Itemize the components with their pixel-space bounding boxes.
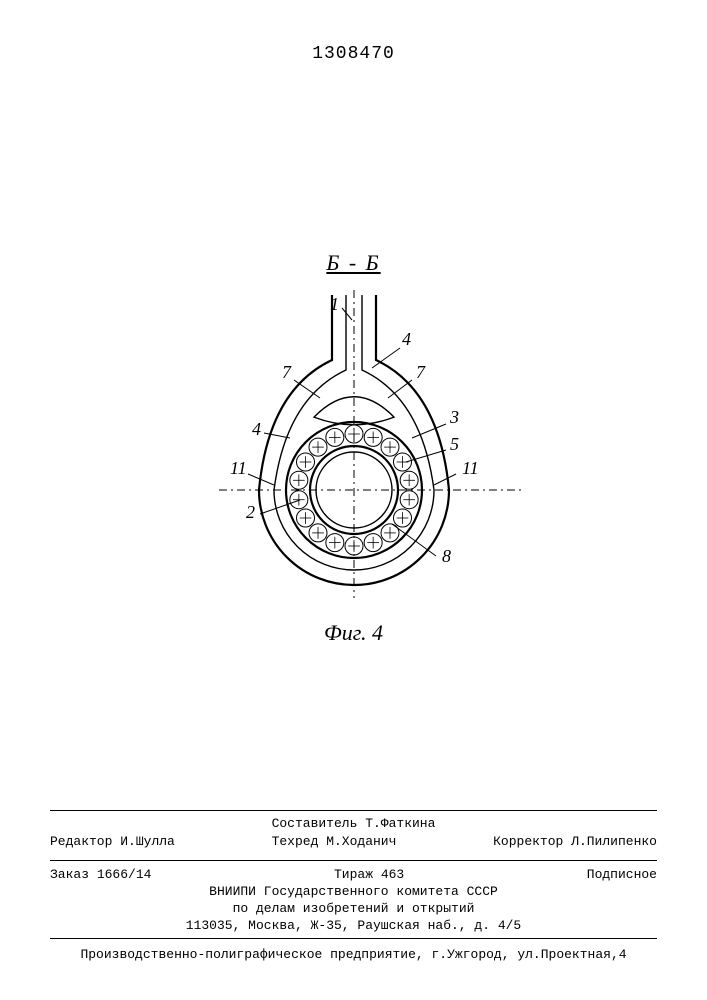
callout-3: 3 xyxy=(449,407,459,427)
callout-11: 11 xyxy=(230,458,247,478)
separator-mid xyxy=(50,860,657,861)
separator-top xyxy=(50,810,657,811)
callout-5: 5 xyxy=(450,434,459,454)
callout-4: 4 xyxy=(402,329,411,349)
credits-block: Составитель Т.Фаткина Редактор И.Шулла Т… xyxy=(50,815,657,850)
callout-1: 1 xyxy=(330,294,339,314)
tirazh-label: Тираж xyxy=(334,867,373,882)
footer-line: Производственно-полиграфическое предприя… xyxy=(50,947,657,962)
imprint-org2: по делам изобретений и открытий xyxy=(50,901,657,918)
tirazh-value: 463 xyxy=(381,867,404,882)
imprint-org1: ВНИИПИ Государственного комитета СССР xyxy=(50,884,657,901)
corrector-label: Корректор xyxy=(493,834,563,849)
compiler-label: Составитель xyxy=(272,816,358,831)
callout-2: 2 xyxy=(246,502,255,522)
figure: 1447735111128 xyxy=(0,240,707,625)
callout-7: 7 xyxy=(282,362,292,382)
compiler-name: Т.Фаткина xyxy=(365,816,435,831)
editor-label: Редактор xyxy=(50,834,112,849)
separator-bottom xyxy=(50,938,657,939)
tech-name: М.Ходанич xyxy=(326,834,396,849)
document-number: 1308470 xyxy=(0,44,707,64)
imprint-block: Заказ 1666/14 Тираж 463 Подписное ВНИИПИ… xyxy=(50,867,657,935)
figure-caption: Фиг. 4 xyxy=(0,620,707,646)
imprint-address: 113035, Москва, Ж-35, Раушская наб., д. … xyxy=(50,918,657,935)
order-value: 1666/14 xyxy=(97,867,152,882)
subscription: Подписное xyxy=(587,867,657,884)
callout-8: 8 xyxy=(442,546,451,566)
callout-4: 4 xyxy=(252,419,261,439)
tech-label: Техред xyxy=(272,834,319,849)
callout-11: 11 xyxy=(462,458,479,478)
callout-7: 7 xyxy=(416,362,426,382)
order-label: Заказ xyxy=(50,867,89,882)
editor-name: И.Шулла xyxy=(120,834,175,849)
corrector-name: Л.Пилипенко xyxy=(571,834,657,849)
